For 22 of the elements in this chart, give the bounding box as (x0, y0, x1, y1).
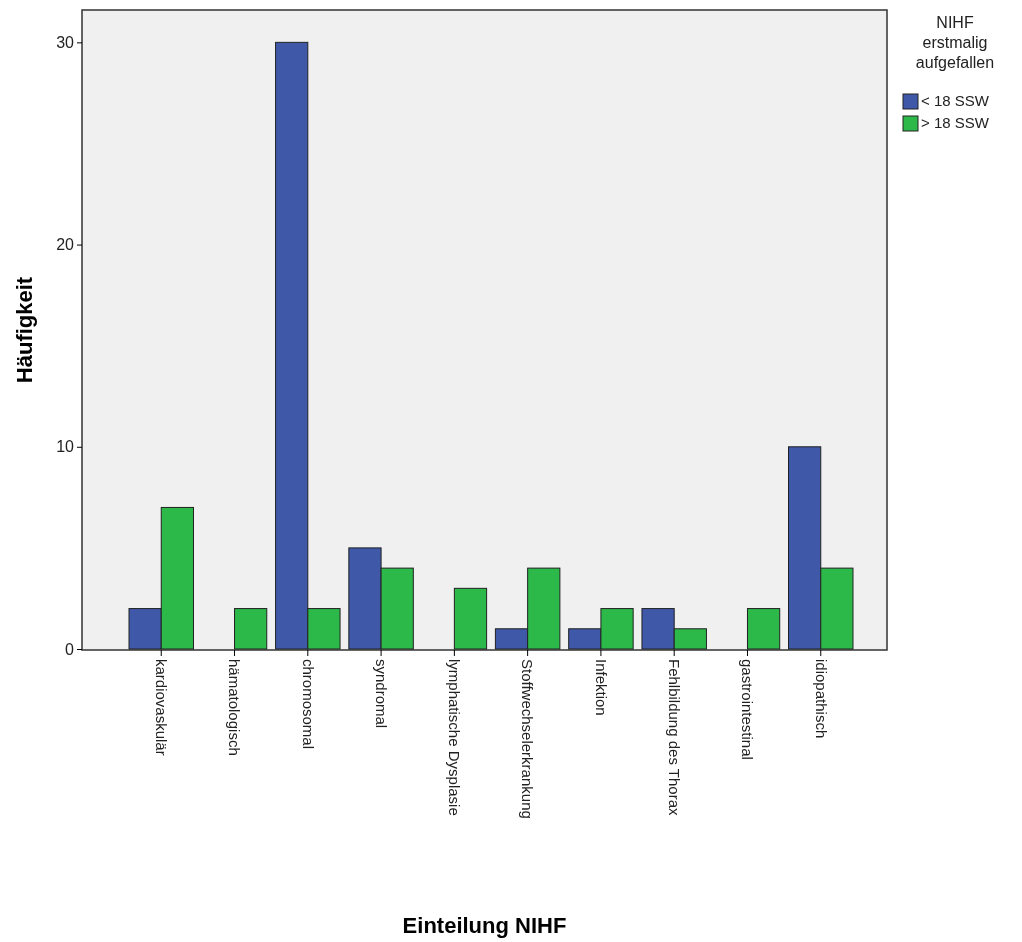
bar (234, 608, 268, 650)
x-tick-label: Fehlbildung des Thorax (665, 659, 683, 816)
bar (746, 608, 781, 650)
x-tick-label: Stoffwechselerkrankung (519, 659, 537, 819)
x-tick-label: idiopathisch (812, 659, 830, 739)
y-axis-title: Häufigkeit (12, 276, 37, 384)
y-tick-label: 0 (65, 640, 75, 658)
x-tick-label: Infektion (592, 659, 610, 716)
legend-title: NIHF erstmalig aufgefallen (915, 14, 995, 71)
x-tick-label: lymphatische Dysplasie (446, 659, 464, 816)
y-tick-label: 20 (56, 236, 75, 254)
legend-label: > 18 SSW (921, 114, 990, 131)
legend-label: < 18 SSW (921, 92, 990, 109)
x-tick-label: kardiovaskulär (152, 659, 170, 756)
x-tick-label: gastrointestinal (739, 659, 757, 760)
x-axis-title: Einteilung NIHF (402, 913, 567, 938)
y-tick-label: 30 (56, 33, 75, 51)
x-tick-label: hämatologisch (226, 659, 244, 756)
x-tick-label: chromosomal (299, 659, 317, 750)
y-tick-label: 10 (56, 438, 75, 456)
x-tick-label: syndromal (372, 659, 390, 729)
bar (453, 587, 488, 650)
